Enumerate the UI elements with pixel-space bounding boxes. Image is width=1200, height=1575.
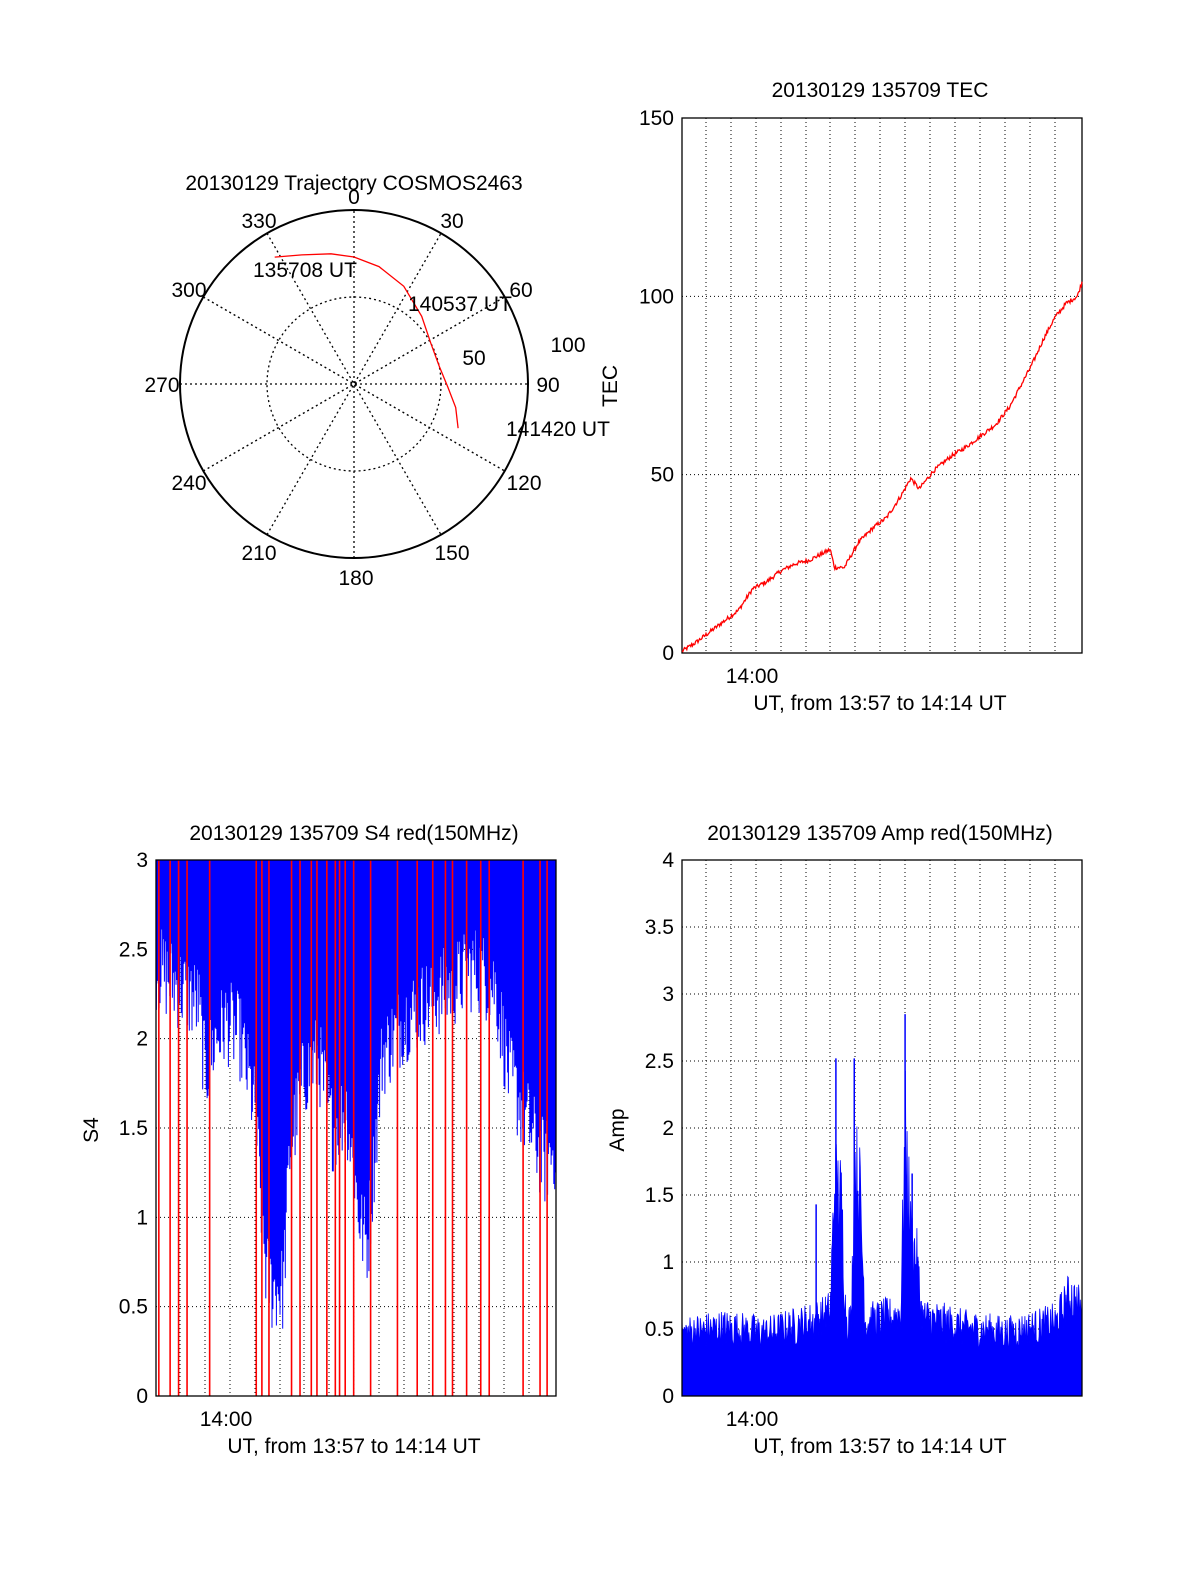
polar-title: 20130129 Trajectory COSMOS2463 — [185, 172, 522, 195]
polar-spoke — [266, 232, 442, 536]
amp-plot-frame — [681, 859, 1083, 1397]
polar-annotation-start: 135708 UT — [253, 259, 357, 282]
amp-area — [681, 1070, 1083, 1397]
polar-spoke — [202, 296, 506, 472]
polar-radial-label-50: 50 — [462, 347, 485, 370]
polar-annotation-mid: 140537 UT — [408, 293, 512, 316]
polar-angle-label: 180 — [338, 567, 373, 590]
tec-xlabel: UT, from 13:57 to 14:14 UT — [753, 692, 1006, 715]
s4-blue-series — [155, 859, 557, 1329]
polar-angle-label: 0 — [348, 186, 360, 209]
tec-y-tick-label: 0 — [662, 642, 674, 665]
polar-angle-label: 300 — [171, 279, 206, 302]
amp-y-tick-label: 3 — [662, 983, 674, 1006]
tec-plot-frame — [681, 117, 1083, 654]
polar-chart: 20130129 Trajectory COSMOS2463 0 30 60 9… — [144, 172, 610, 590]
polar-spoke — [202, 296, 506, 472]
tec-series-line — [681, 281, 1083, 653]
polar-angle-label: 150 — [434, 542, 469, 565]
amp-xlabel: UT, from 13:57 to 14:14 UT — [753, 1435, 1006, 1458]
tec-y-tick-label: 50 — [651, 464, 674, 487]
tec-ylabel: TEC — [599, 365, 622, 407]
tec-title: 20130129 135709 TEC — [772, 79, 989, 102]
amp-chart: 20130129 135709 Amp red(150MHz) 0 0.5 1 1.5… — [606, 822, 1083, 1458]
amp-y-tick-label: 2 — [662, 1117, 674, 1140]
s4-y-ticks: 0 0.5 1 1.5 2 2.5 3 — [119, 849, 148, 1408]
polar-angle-label: 30 — [440, 210, 463, 233]
s4-y-tick-label: 2.5 — [119, 938, 148, 961]
tec-x-tick-label: 14:00 — [726, 665, 779, 688]
amp-y-tick-label: 3.5 — [645, 916, 674, 939]
s4-plot-frame — [155, 859, 557, 1397]
tec-y-ticks: 0 50 100 150 — [639, 107, 674, 665]
s4-y-tick-label: 0.5 — [119, 1296, 148, 1319]
s4-x-tick-label: 14:00 — [200, 1408, 253, 1431]
polar-angle-label: 210 — [241, 542, 276, 565]
s4-red-series — [158, 860, 548, 1396]
amp-title: 20130129 135709 Amp red(150MHz) — [707, 822, 1053, 845]
polar-angle-label: 240 — [171, 472, 206, 495]
polar-outer-ring — [179, 209, 529, 559]
amp-y-tick-label: 1.5 — [645, 1184, 674, 1207]
tec-grid — [682, 118, 1082, 653]
amp-y-tick-label: 4 — [662, 849, 674, 872]
polar-spoke — [266, 232, 442, 536]
polar-radial-grid-50 — [266, 296, 442, 472]
polar-angle-label: 120 — [506, 472, 541, 495]
s4-title: 20130129 135709 S4 red(150MHz) — [189, 822, 518, 845]
amp-x-tick-label: 14:00 — [726, 1408, 779, 1431]
s4-y-tick-label: 1 — [136, 1206, 148, 1229]
amp-y-tick-label: 1 — [662, 1251, 674, 1274]
tec-chart: 20130129 135709 TEC 0 50 100 150 14:00 UT, … — [599, 79, 1083, 715]
s4-ylabel: S4 — [80, 1117, 103, 1143]
tec-y-tick-label: 100 — [639, 285, 674, 308]
polar-angle-labels: 0 30 60 90 120 150 180 210 240 270 300 3… — [144, 186, 559, 590]
polar-angle-label: 330 — [241, 210, 276, 233]
amp-y-tick-label: 0.5 — [645, 1318, 674, 1341]
s4-y-tick-label: 2 — [136, 1028, 148, 1051]
s4-y-tick-label: 3 — [136, 849, 148, 872]
polar-spokes — [180, 210, 528, 558]
polar-angle-label: 270 — [144, 374, 179, 397]
amp-y-tick-label: 2.5 — [645, 1050, 674, 1073]
polar-trajectory-line — [274, 253, 459, 429]
amp-y-tick-label: 0 — [662, 1385, 674, 1408]
s4-y-tick-label: 1.5 — [119, 1117, 148, 1140]
s4-xlabel: UT, from 13:57 to 14:14 UT — [227, 1435, 480, 1458]
s4-blue-line — [155, 859, 557, 1329]
s4-y-tick-label: 0 — [136, 1385, 148, 1408]
polar-radial-label-100: 100 — [550, 334, 585, 357]
amp-series — [681, 1014, 1083, 1397]
polar-grid — [179, 209, 529, 559]
polar-angle-label: 60 — [509, 279, 532, 302]
s4-chart: 20130129 135709 S4 red(150MHz) 0 0.5 1 1.5 2… — [80, 822, 557, 1458]
tec-y-tick-label: 150 — [639, 107, 674, 130]
amp-y-ticks: 0 0.5 1 1.5 2 2.5 3 3.5 4 — [645, 849, 675, 1408]
polar-annotation-end: 141420 UT — [506, 418, 610, 441]
amp-ylabel: Amp — [606, 1108, 629, 1151]
polar-angle-label: 90 — [536, 374, 559, 397]
